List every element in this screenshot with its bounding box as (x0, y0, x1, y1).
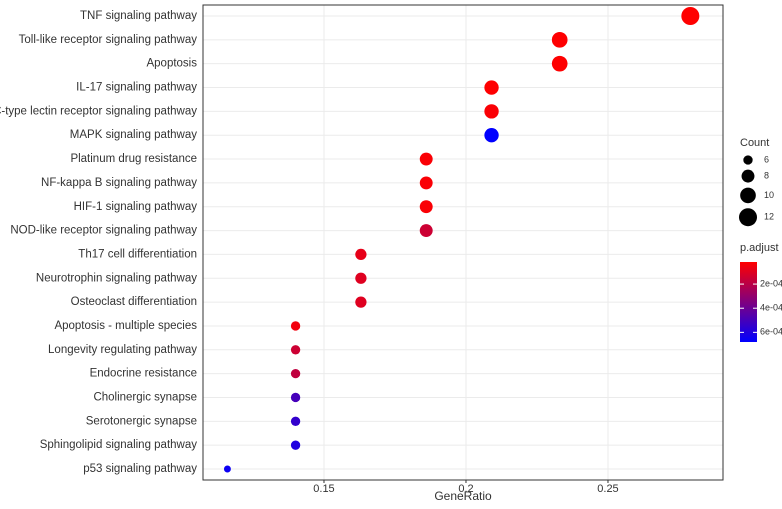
y-tick-label: Platinum drug resistance (70, 153, 197, 165)
y-tick-label: MAPK signaling pathway (70, 129, 197, 141)
colorbar-label: 4e-04 (760, 303, 782, 313)
dot (290, 345, 301, 355)
colorbar-label: 6e-04 (760, 327, 782, 337)
size-legend-label: 6 (764, 154, 769, 164)
size-legend-title: Count (740, 137, 769, 149)
y-tick-label: Cholinergic synapse (93, 392, 197, 404)
size-legend-dot (739, 208, 757, 227)
x-tick-label: 0.25 (597, 483, 618, 495)
x-axis-title: GeneRatio (434, 489, 492, 503)
y-tick-label: Serotonergic synapse (86, 415, 197, 427)
y-tick-label: NOD-like receptor signaling pathway (10, 225, 197, 237)
y-tick-label: NF-kappa B signaling pathway (41, 177, 197, 189)
y-tick-label: Th17 cell differentiation (78, 248, 197, 260)
dot (484, 80, 499, 95)
panel (203, 5, 723, 480)
dot (355, 296, 367, 308)
dot (484, 104, 499, 119)
y-tick-label: p53 signaling pathway (83, 463, 197, 475)
y-tick-label: Toll-like receptor signaling pathway (19, 34, 198, 46)
dot (681, 7, 700, 25)
dot (355, 248, 367, 261)
size-legend-label: 12 (764, 212, 774, 222)
colorbar (740, 262, 757, 342)
dot (290, 392, 301, 403)
dot (290, 368, 301, 379)
y-tick-label: HIF-1 signaling pathway (74, 201, 198, 213)
y-tick-label: Sphingolipid signaling pathway (40, 439, 198, 451)
dot (419, 176, 433, 190)
y-tick-label: TNF signaling pathway (80, 10, 197, 22)
y-tick-label: Longevity regulating pathway (48, 344, 197, 356)
x-tick-label: 0.15 (313, 483, 334, 495)
dot (551, 32, 568, 48)
colorbar-label: 2e-04 (760, 278, 782, 288)
dot (290, 416, 301, 426)
x-tick-label: 0.2 (458, 483, 473, 495)
y-tick-label: Apoptosis (146, 58, 197, 70)
y-tick-label: Osteoclast differentiation (71, 296, 197, 308)
dot (419, 200, 433, 214)
size-legend-dot (740, 187, 756, 204)
y-tick-label: Neurotrophin signaling pathway (36, 272, 197, 284)
y-tick-label: IL-17 signaling pathway (76, 82, 197, 94)
color-legend-title: p.adjust (740, 242, 779, 254)
size-legend-dot (741, 169, 755, 183)
dot (419, 224, 433, 238)
y-tick-label: Apoptosis - multiple species (54, 320, 197, 332)
y-tick-label: C-type lectin receptor signaling pathway (0, 105, 197, 117)
dot (419, 152, 433, 166)
dot (484, 128, 499, 143)
dot (223, 465, 231, 473)
size-legend-label: 8 (764, 170, 769, 180)
dot (551, 55, 568, 72)
size-legend-label: 10 (764, 190, 774, 200)
y-tick-label: Endocrine resistance (90, 368, 197, 380)
dot (355, 272, 367, 284)
size-legend-dot (743, 155, 753, 165)
dot (290, 440, 301, 450)
panel-border (202, 4, 724, 481)
dot (290, 321, 301, 331)
